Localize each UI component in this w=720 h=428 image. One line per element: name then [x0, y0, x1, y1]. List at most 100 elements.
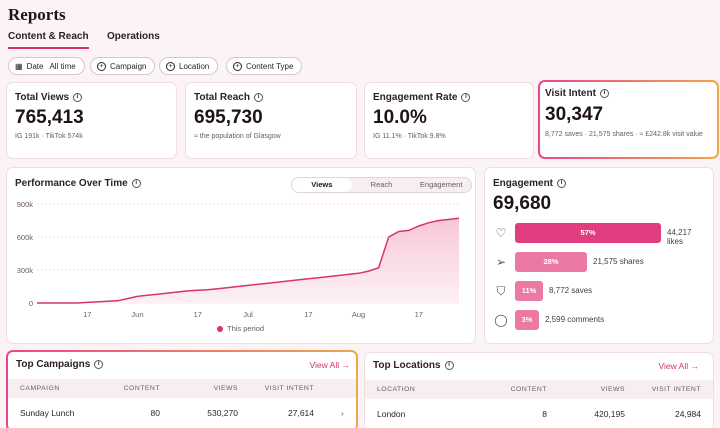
kpi-label: Engagement Rate — [373, 92, 458, 103]
top-locations-title: Top Locations — [373, 360, 441, 371]
date-filter[interactable]: ▦ Date All time — [8, 57, 85, 75]
col-content: CONTENT — [123, 385, 160, 392]
series-line — [37, 217, 460, 304]
top-locations-card: Top Locations i View All → LOCATION CONTE… — [364, 352, 714, 428]
plus-circle-icon: + — [97, 61, 106, 71]
kpi-value: 30,347 — [545, 104, 604, 125]
engagement-label: 2,599 comments — [545, 315, 605, 324]
kpi-subtext: 8,772 saves · 21,575 shares · ≈ £242.8k … — [545, 131, 703, 138]
col-views: VIEWS — [600, 386, 625, 393]
performance-chart: 0 300k 600k 900k 17 Jun 17 Jul 17 Aug 17 — [17, 200, 460, 319]
info-icon[interactable]: i — [73, 93, 83, 102]
kpi-total-views: Total Views i 765,413 IG 191k · TikTok 57… — [6, 82, 177, 159]
performance-title: Performance Over Time — [15, 178, 128, 189]
engagement-title: Engagement — [493, 178, 554, 189]
view-all-locations-link[interactable]: View All → — [658, 361, 699, 371]
col-visit-intent: VISIT INTENT — [264, 385, 314, 392]
info-icon[interactable]: i — [131, 179, 141, 188]
table-header — [365, 380, 713, 399]
campaign-visit-intent: 27,614 — [288, 408, 314, 418]
engagement-bar: 57% — [515, 223, 661, 243]
kpi-total-reach: Total Reach i 695,730 ≈ the population of… — [185, 82, 357, 159]
chevron-right-icon[interactable]: › — [341, 408, 344, 418]
heart-icon: ♡ — [495, 226, 507, 240]
kpi-engagement-rate: Engagement Rate i 10.0% IG 11.1% · TikTok… — [364, 82, 534, 159]
info-icon[interactable]: i — [253, 93, 263, 102]
date-filter-label: Date — [26, 61, 44, 71]
content-type-filter[interactable]: + Content Type — [226, 57, 303, 75]
kpi-subtext: IG 11.1% · TikTok 9.8% — [373, 133, 446, 140]
engagement-label: 8,772 saves — [549, 286, 593, 295]
calendar-icon: ▦ — [15, 61, 23, 71]
performance-card: Performance Over Time i Views Reach Engag… — [6, 167, 476, 344]
legend-dot — [217, 325, 223, 332]
table-header — [8, 379, 356, 398]
y-tick-label: 300k — [17, 266, 34, 275]
kpi-visit-intent: Visit Intent i 30,347 8,772 saves · 21,57… — [538, 80, 719, 159]
location-name: London — [377, 409, 406, 419]
series-area — [37, 218, 459, 303]
kpi-label: Total Views — [15, 92, 70, 103]
campaign-filter-label: Campaign — [110, 61, 147, 71]
legend-label: This period — [227, 324, 265, 333]
location-visit-intent: 24,984 — [675, 409, 701, 419]
engagement-value: 69,680 — [493, 193, 552, 214]
campaign-views: 530,270 — [207, 408, 238, 418]
y-tick-label: 600k — [17, 233, 34, 242]
view-all-campaigns-link[interactable]: View All → — [309, 360, 350, 370]
location-filter[interactable]: + Location — [159, 57, 219, 75]
tab-content-reach[interactable]: Content & Reach — [8, 31, 89, 49]
x-tick-label: Jul — [243, 310, 253, 319]
content-type-filter-label: Content Type — [246, 61, 294, 71]
campaign-content: 80 — [150, 408, 160, 418]
campaign-name: Sunday Lunch — [20, 408, 75, 418]
bookmark-icon: ⛉ — [496, 283, 506, 298]
toggle-engagement[interactable]: Engagement — [419, 180, 463, 189]
kpi-value: 695,730 — [194, 107, 263, 128]
toggle-views[interactable]: Views — [292, 178, 352, 192]
campaign-filter[interactable]: + Campaign — [90, 57, 156, 75]
col-views: VIEWS — [213, 385, 238, 392]
info-icon[interactable]: i — [444, 361, 454, 370]
kpi-label: Total Reach — [194, 92, 250, 103]
info-icon[interactable]: i — [599, 89, 609, 98]
kpi-value: 765,413 — [15, 107, 84, 128]
engagement-row: ♡ 57% 44,217 likes — [493, 223, 703, 246]
col-content: CONTENT — [510, 386, 547, 393]
toggle-reach[interactable]: Reach — [370, 180, 393, 189]
col-visit-intent: VISIT INTENT — [651, 386, 701, 393]
send-icon: ➢ — [495, 255, 507, 269]
engagement-row: ◯ 3% 2,599 comments — [493, 310, 703, 330]
info-icon[interactable]: i — [94, 360, 104, 369]
engagement-row: ➢ 28% 21,575 shares — [493, 252, 703, 272]
engagement-card: Engagement i 69,680 ♡ 57% 44,217 likes ➢ 28% 2… — [484, 167, 714, 344]
engagement-label: 21,575 shares — [593, 257, 644, 266]
info-icon[interactable]: i — [461, 93, 471, 102]
engagement-bar: 28% — [515, 252, 587, 272]
info-icon[interactable]: i — [557, 179, 567, 188]
y-tick-label: 0 — [29, 299, 33, 308]
x-tick-label: 17 — [304, 310, 312, 319]
kpi-subtext: IG 191k · TikTok 574k — [15, 133, 83, 140]
engagement-bar: 3% — [515, 310, 539, 330]
kpi-subtext: ≈ the population of Glasgow — [194, 133, 281, 140]
x-tick-label: 17 — [83, 310, 91, 319]
metric-toggle: Views Reach Engagement — [291, 177, 472, 193]
x-tick-label: 17 — [194, 310, 202, 319]
engagement-bar: 11% — [515, 281, 543, 301]
y-tick-label: 900k — [17, 200, 34, 209]
kpi-label: Visit Intent — [545, 88, 596, 99]
col-location: LOCATION — [377, 386, 416, 393]
x-tick-label: Aug — [352, 310, 365, 319]
x-tick-label: 17 — [415, 310, 423, 319]
page-title: Reports — [8, 5, 66, 24]
location-content: 8 — [542, 409, 547, 419]
engagement-row: ⛉ 11% 8,772 saves — [493, 281, 703, 301]
location-views: 420,195 — [594, 409, 625, 419]
kpi-value: 10.0% — [373, 107, 427, 128]
engagement-label: 44,217 likes — [667, 228, 692, 246]
date-filter-value: All time — [49, 61, 76, 71]
top-campaigns-title: Top Campaigns — [16, 359, 91, 370]
tab-operations[interactable]: Operations — [107, 31, 160, 42]
top-campaigns-card: Top Campaigns i View All → CAMPAIGN CONTE… — [6, 350, 358, 428]
